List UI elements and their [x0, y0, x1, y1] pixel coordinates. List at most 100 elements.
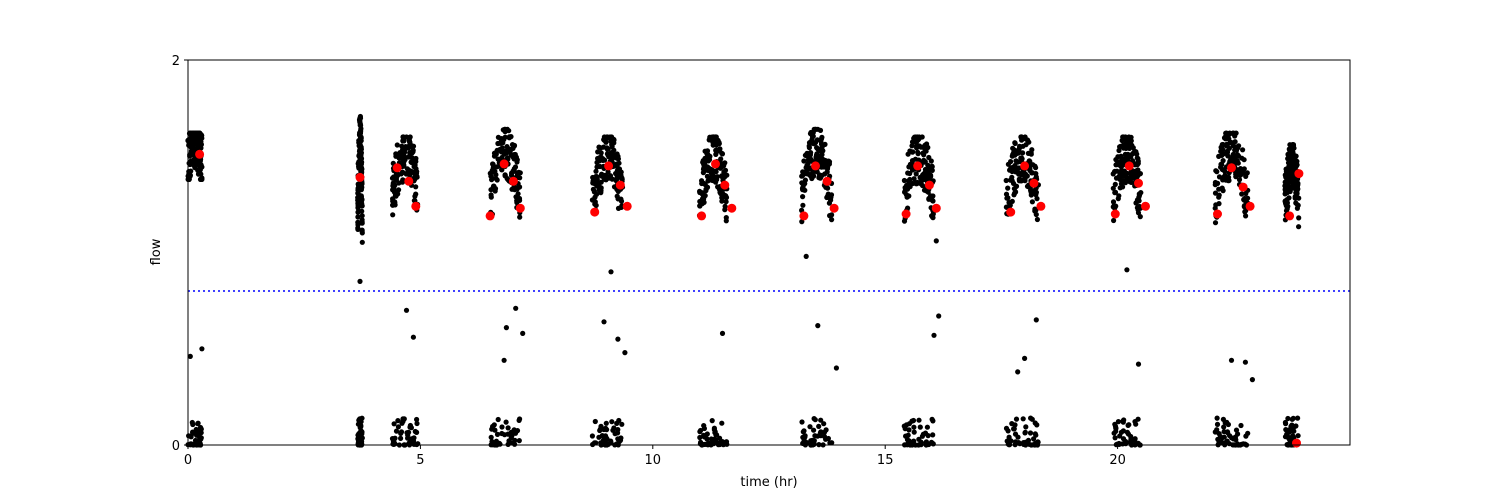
outlier-point: [931, 332, 937, 338]
sample-point: [1128, 436, 1134, 442]
sample-point: [1285, 415, 1291, 422]
sample-point: [502, 172, 508, 178]
outlier-point: [601, 319, 607, 325]
mean-point: [1292, 438, 1301, 448]
sample-point: [905, 170, 911, 176]
sample-point: [359, 213, 365, 219]
sample-point: [1223, 136, 1229, 142]
outlier-point: [1124, 267, 1130, 273]
sample-point: [355, 225, 361, 231]
sample-point: [816, 423, 822, 429]
sample-point: [702, 158, 708, 164]
sample-point: [615, 188, 621, 194]
mean-point: [1036, 201, 1046, 211]
sample-point: [904, 437, 911, 443]
sample-point: [828, 192, 835, 198]
sample-point: [808, 150, 814, 156]
mean-point: [1213, 209, 1222, 219]
sample-point: [910, 149, 916, 155]
sample-point: [814, 145, 820, 151]
sample-point: [930, 432, 936, 438]
sample-point: [906, 193, 912, 199]
sample-point: [508, 432, 514, 438]
sample-point: [401, 138, 407, 144]
sample-point: [930, 198, 936, 204]
sample-point: [517, 175, 523, 181]
sample-point: [494, 431, 501, 437]
sample-point: [807, 424, 813, 430]
sample-point: [918, 178, 924, 185]
mean-point: [1110, 209, 1120, 219]
mean-point: [195, 149, 205, 159]
sample-point: [395, 424, 401, 430]
sample-point: [355, 202, 361, 208]
sample-point: [824, 166, 831, 172]
sample-point: [495, 134, 501, 140]
sample-point: [826, 158, 832, 164]
sample-point: [398, 430, 404, 436]
sample-point: [606, 175, 612, 181]
sample-point: [407, 150, 413, 156]
sample-point: [1287, 155, 1293, 161]
sample-point: [1011, 426, 1017, 432]
sample-point: [1223, 130, 1230, 136]
outlier-point: [803, 253, 809, 259]
sample-point: [516, 169, 522, 175]
sample-point: [806, 140, 813, 146]
sample-point: [1024, 183, 1031, 189]
sample-point: [1033, 192, 1039, 198]
sample-point: [1133, 200, 1139, 206]
sample-point: [719, 151, 725, 157]
sample-point: [188, 441, 195, 447]
sample-point: [357, 144, 364, 151]
sample-point: [1224, 419, 1230, 425]
sample-point: [1134, 168, 1140, 174]
sample-point: [1214, 421, 1221, 427]
sample-point: [921, 158, 927, 164]
sample-point: [723, 439, 730, 445]
outlier-point: [520, 330, 526, 336]
sample-point: [592, 418, 598, 425]
mean-point: [392, 163, 402, 173]
sample-point: [922, 145, 928, 152]
sample-point: [801, 158, 807, 164]
sample-point: [818, 136, 825, 142]
sample-point: [822, 171, 828, 177]
sample-point: [1135, 156, 1141, 162]
sample-point: [392, 192, 398, 199]
sample-point: [1034, 216, 1040, 223]
sample-point: [1225, 153, 1231, 159]
sample-point: [700, 166, 707, 172]
sample-point: [1229, 140, 1236, 146]
sample-point: [708, 175, 714, 181]
sample-point: [1012, 140, 1018, 146]
sample-point: [1136, 191, 1142, 197]
sample-point: [920, 150, 926, 156]
sample-point: [699, 190, 705, 196]
sample-point: [398, 435, 404, 441]
sample-point: [1240, 147, 1246, 153]
sample-point: [1003, 425, 1010, 431]
sample-point: [1121, 169, 1127, 175]
sample-point: [1214, 415, 1220, 421]
sample-points: [185, 113, 1302, 448]
sample-point: [611, 425, 617, 431]
sample-point: [189, 419, 195, 426]
mean-point: [697, 211, 707, 221]
outlier-point: [1015, 369, 1021, 375]
sample-point: [1220, 188, 1226, 194]
sample-point: [917, 424, 923, 430]
sample-point: [902, 189, 908, 195]
outlier-point: [1242, 359, 1248, 365]
sample-point: [1022, 429, 1028, 435]
sample-point: [1221, 174, 1227, 180]
sample-point: [1220, 147, 1226, 153]
sample-point: [605, 146, 611, 152]
sample-point: [719, 420, 725, 426]
sample-point: [1018, 178, 1024, 184]
sample-point: [816, 172, 823, 178]
outlier-point: [1022, 355, 1028, 361]
sample-point: [516, 438, 522, 444]
sample-point: [1243, 433, 1249, 439]
sample-point: [801, 428, 807, 434]
